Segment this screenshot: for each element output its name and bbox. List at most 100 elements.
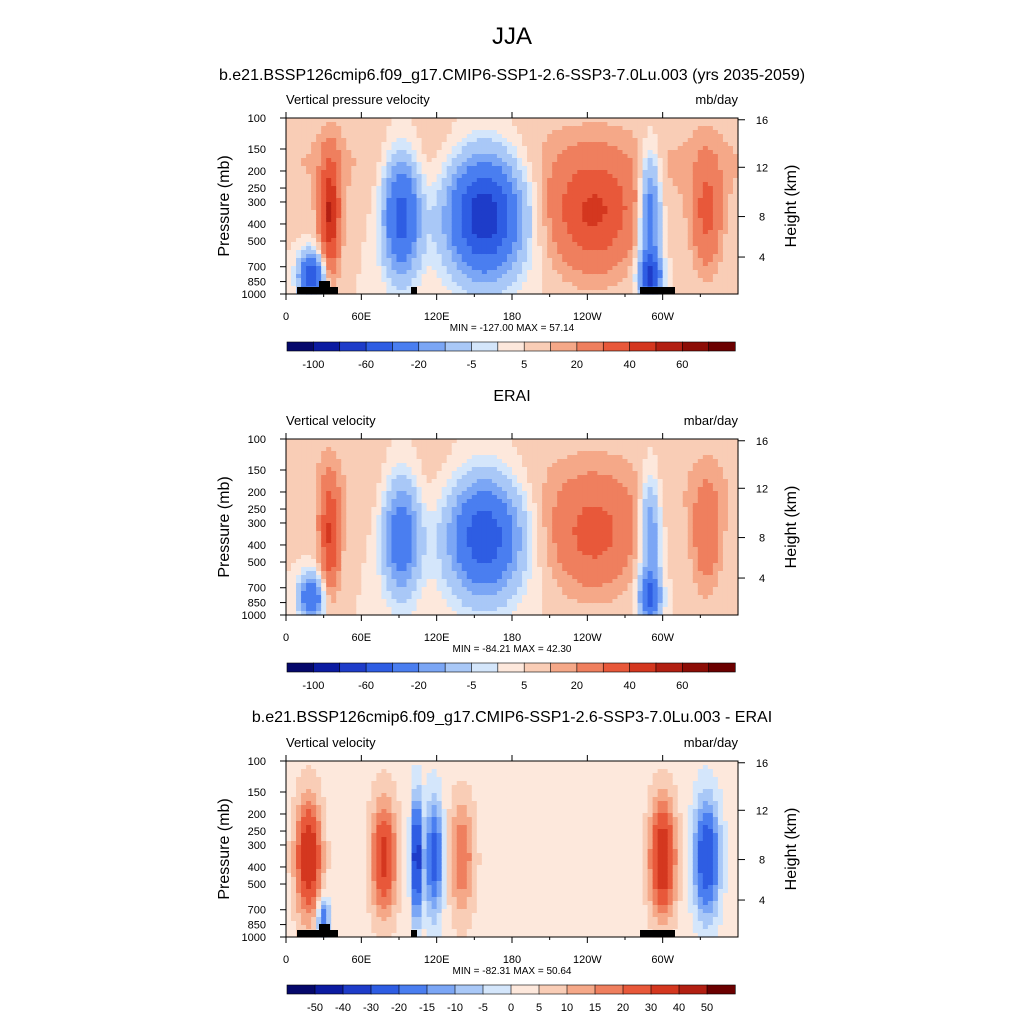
contour-cell xyxy=(346,282,352,287)
contour-cell xyxy=(391,463,398,468)
contour-cell xyxy=(311,210,317,215)
contour-cell xyxy=(592,266,598,271)
contour-cell xyxy=(396,274,403,279)
contour-cell xyxy=(692,274,699,279)
contour-cell xyxy=(456,246,463,251)
contour-cell xyxy=(451,226,458,231)
contour-cell xyxy=(622,262,629,267)
contour-cell xyxy=(687,266,694,271)
contour-cell xyxy=(647,242,654,247)
contour-cell xyxy=(572,158,578,163)
contour-cell xyxy=(321,266,327,271)
contour-cell xyxy=(406,194,413,199)
contour-cell xyxy=(391,238,398,243)
contour-cell xyxy=(692,166,699,171)
contour-cell xyxy=(341,150,347,155)
contour-cell xyxy=(446,214,453,219)
contour-cell xyxy=(692,270,699,275)
contour-cell xyxy=(431,186,438,191)
contour-cell xyxy=(391,134,398,139)
contour-cell xyxy=(582,170,588,175)
contour-cell xyxy=(386,198,393,203)
contour-cell xyxy=(371,503,377,508)
contour-cell xyxy=(582,250,588,255)
contour-cell xyxy=(336,571,342,576)
contour-cell xyxy=(446,186,453,191)
contour-cell xyxy=(501,198,508,203)
contour-cell xyxy=(562,214,568,219)
contour-cell xyxy=(562,238,568,243)
contour-cell xyxy=(451,262,458,267)
contour-cell xyxy=(557,166,563,171)
contour-cell xyxy=(316,535,322,540)
contour-cell xyxy=(366,467,372,472)
contour-cell xyxy=(416,278,423,283)
contour-cell xyxy=(376,451,383,456)
contour-cell xyxy=(687,278,694,283)
contour-cell xyxy=(471,230,478,235)
contour-cell xyxy=(622,270,629,275)
contour-cell xyxy=(587,142,593,147)
contour-cell xyxy=(491,122,498,127)
contour-cell xyxy=(481,290,488,295)
contour-cell xyxy=(602,166,609,171)
contour-cell xyxy=(341,467,347,472)
contour-cell xyxy=(321,178,327,183)
contour-cell xyxy=(326,503,332,508)
contour-cell xyxy=(727,202,734,207)
contour-cell xyxy=(421,282,428,287)
contour-cell xyxy=(341,567,347,572)
contour-cell xyxy=(351,146,357,151)
contour-cell xyxy=(291,126,297,131)
contour-cell xyxy=(301,575,307,580)
contour-cell xyxy=(527,166,533,171)
contour-cell xyxy=(336,603,342,608)
contour-cell xyxy=(396,270,403,275)
contour-cell xyxy=(286,443,292,448)
contour-cell xyxy=(637,194,644,199)
contour-cell xyxy=(451,290,458,295)
contour-cell xyxy=(461,178,468,183)
contour-cell xyxy=(562,234,568,239)
contour-cell xyxy=(702,286,709,291)
contour-cell xyxy=(296,274,302,279)
contour-cell xyxy=(617,270,624,275)
contour-cell xyxy=(667,270,674,275)
contour-cell xyxy=(567,198,573,203)
contour-cell xyxy=(426,174,433,179)
contour-cell xyxy=(421,254,428,259)
contour-cell xyxy=(532,254,538,259)
contour-cell xyxy=(622,206,629,211)
contour-cell xyxy=(321,222,327,227)
contour-cell xyxy=(677,270,684,275)
contour-cell xyxy=(436,226,443,231)
contour-cell xyxy=(306,206,312,211)
contour-cell xyxy=(316,559,322,564)
contour-cell xyxy=(471,154,478,159)
contour-cell xyxy=(396,118,403,123)
contour-cell xyxy=(727,162,734,167)
contour-cell xyxy=(326,607,332,612)
contour-cell xyxy=(416,206,423,211)
contour-cell xyxy=(326,515,332,520)
contour-cell xyxy=(657,226,664,231)
contour-cell xyxy=(642,278,649,283)
contour-cell xyxy=(296,178,302,183)
contour-cell xyxy=(361,511,367,516)
contour-cell xyxy=(421,286,428,291)
contour-cell xyxy=(366,519,372,524)
contour-cell xyxy=(346,595,352,600)
contour-cell xyxy=(622,154,629,159)
contour-cell xyxy=(386,286,393,291)
contour-cell xyxy=(542,230,548,235)
contour-cell xyxy=(316,451,322,456)
contour-cell xyxy=(316,587,322,592)
contour-cell xyxy=(286,242,292,247)
contour-cell xyxy=(306,130,312,135)
contour-cell xyxy=(607,206,614,211)
contour-cell xyxy=(451,154,458,159)
contour-cell xyxy=(366,603,372,608)
contour-cell xyxy=(311,455,317,460)
contour-cell xyxy=(677,226,684,231)
colorbar-label: 20 xyxy=(571,359,583,371)
